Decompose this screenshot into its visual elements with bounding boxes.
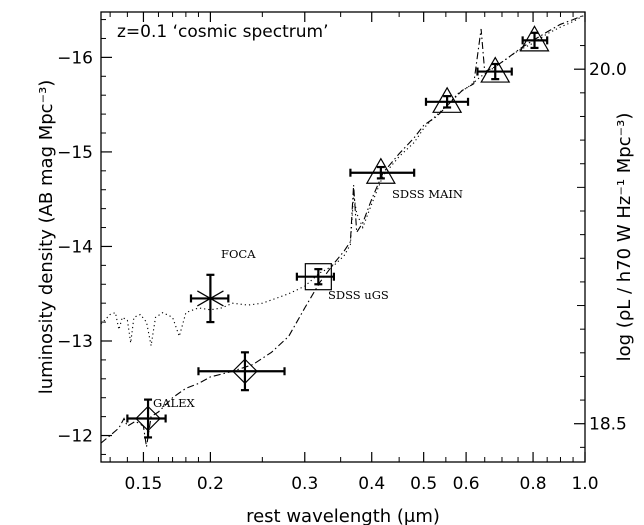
y-tick-label: −15: [57, 143, 93, 163]
triangle-marker: [365, 157, 396, 184]
triangle-marker: [432, 86, 463, 113]
right-y-tick-label: 18.5: [589, 415, 627, 435]
annotation-sdss-ugs: SDSS uGS: [328, 288, 389, 302]
right-y-tick-labels: 18.5 20.0: [589, 60, 627, 435]
x-tick-label: 0.5: [410, 474, 437, 494]
chart-title: z=0.1 ‘cosmic spectrum’: [117, 22, 329, 42]
y-axis-label: luminosity density (AB mag Mpc⁻³): [36, 80, 57, 395]
square-marker: [304, 263, 332, 291]
asterisk-data-point: [189, 273, 230, 324]
right-y-axis-label: log (ρL / h70 W Hz⁻¹ Mpc⁻³): [614, 113, 635, 362]
y-tick-labels: −12 −13 −14 −15 −16: [57, 48, 93, 446]
y-tick-label: −12: [57, 427, 93, 447]
x-tick-label: 0.3: [291, 474, 318, 494]
x-tick-label: 0.2: [197, 474, 224, 494]
triangle-marker: [519, 25, 550, 52]
x-tick-label: 0.6: [453, 474, 480, 494]
x-tick-label: 0.8: [520, 474, 547, 494]
triangle-data-point: [349, 157, 416, 184]
x-tick-label: 0.15: [125, 474, 163, 494]
triangle-data-point: [519, 25, 550, 52]
y-tick-label: −14: [57, 237, 93, 257]
triangle-data-point: [476, 56, 513, 83]
right-y-tick-label: 20.0: [589, 60, 627, 80]
asterisk-stroke: [197, 290, 224, 307]
square-data-point: [295, 263, 336, 291]
diamond-data-point: [126, 398, 167, 439]
diamond-data-point: [197, 351, 286, 392]
spectrum-lines: [100, 14, 586, 447]
diamond-marker: [135, 405, 161, 432]
y-tick-label: −16: [57, 48, 93, 68]
x-tick-labels: 0.15 0.2 0.3 0.4 0.5 0.6 0.8 1.0: [125, 474, 599, 494]
x-tick-label: 1.0: [571, 474, 598, 494]
annotation-sdss-main: SDSS MAIN: [392, 187, 463, 201]
triangle-data-point: [424, 86, 470, 113]
y-tick-label: −13: [57, 332, 93, 352]
axis-ticks: [101, 12, 586, 462]
annotation-foca: FOCA: [221, 247, 256, 261]
data-points: [126, 25, 550, 439]
dashed-spectrum-line: [100, 14, 586, 447]
annotation-galex: GALEX: [153, 396, 196, 410]
diamond-marker: [232, 358, 258, 385]
triangle-marker: [480, 56, 511, 83]
x-axis-label: rest wavelength (μm): [246, 506, 440, 525]
x-tick-label: 0.4: [358, 474, 385, 494]
plot-frame: [100, 11, 586, 463]
